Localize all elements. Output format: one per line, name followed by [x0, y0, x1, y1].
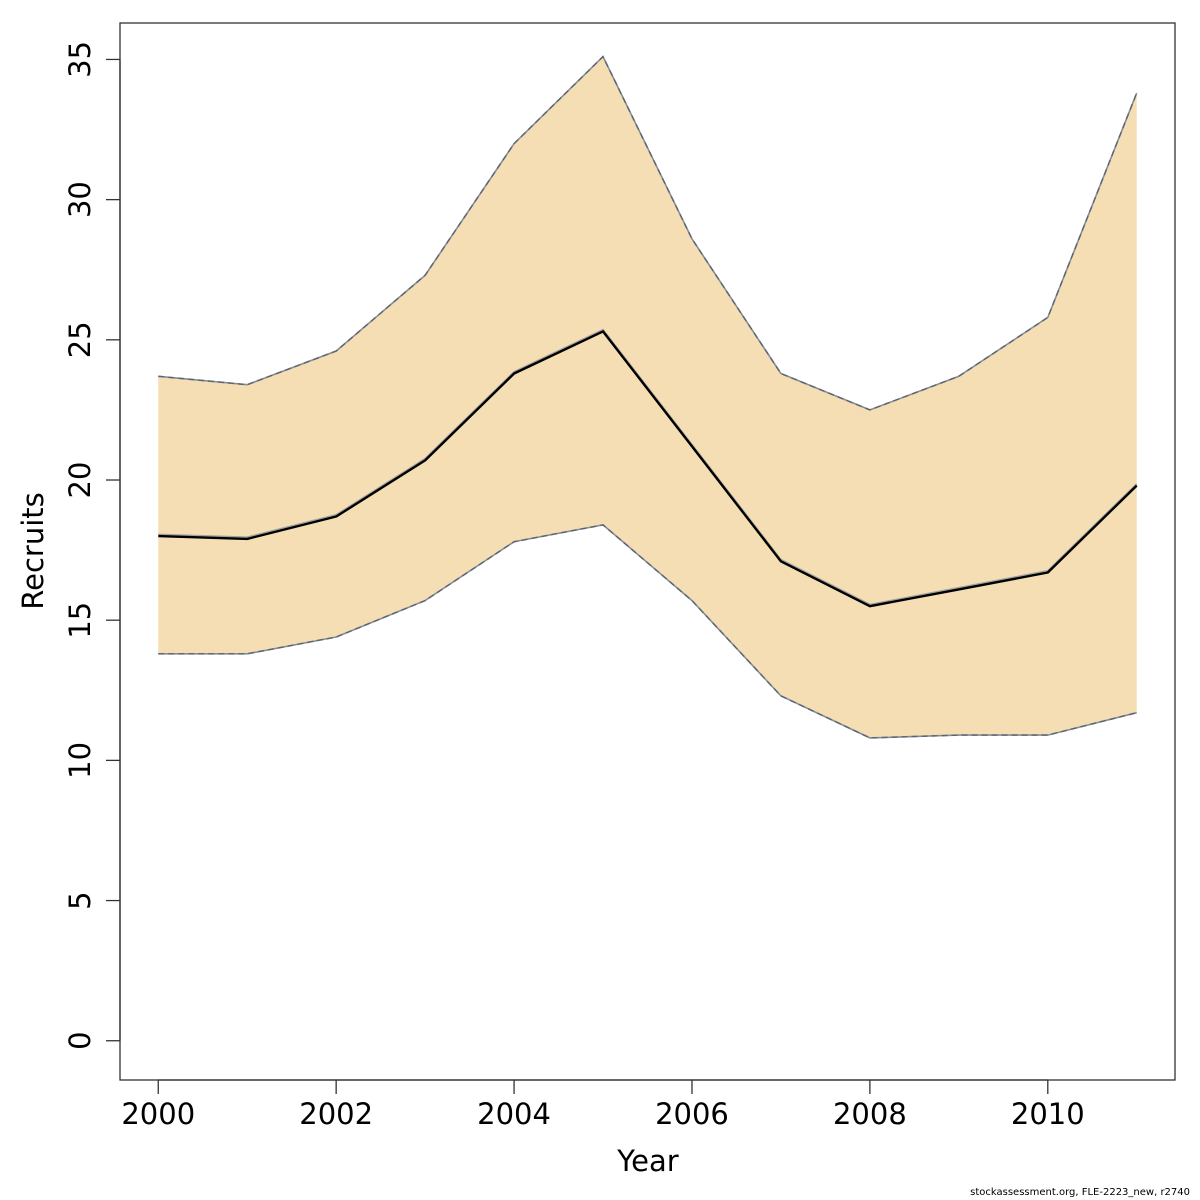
x-axis-title: Year: [616, 1144, 678, 1178]
confidence-band-area: [158, 56, 1137, 738]
confidence-band: [158, 56, 1137, 738]
y-tick-label-15: 15: [63, 602, 97, 639]
upper-bound-line: [158, 55, 1138, 411]
x-tick-label-2006: 2006: [655, 1097, 729, 1131]
x-tick-label-2010: 2010: [1011, 1097, 1085, 1131]
y-tick-label-10: 10: [63, 742, 97, 779]
series-lines: [158, 55, 1138, 739]
x-tick-label-2008: 2008: [833, 1097, 907, 1131]
y-tick-label-30: 30: [63, 181, 97, 218]
y-axis-title: Recruits: [16, 492, 50, 609]
y-axis: 0 5 10 15 20 25 30 35: [63, 41, 121, 1050]
estimate-line: [158, 330, 1138, 608]
y-tick-label-25: 25: [63, 321, 97, 358]
x-axis: 2000 2002 2004 2006 2008 2010: [121, 1079, 1085, 1131]
x-tick-label-2000: 2000: [121, 1097, 195, 1131]
y-tick-label-5: 5: [63, 891, 97, 909]
y-tick-label-35: 35: [63, 41, 97, 78]
x-tick-label-2002: 2002: [299, 1097, 373, 1131]
y-tick-label-20: 20: [63, 462, 97, 499]
credit-text: stockassessment.org, FLE-2223_new, r2740: [970, 1187, 1190, 1198]
lower-bound-line: [158, 524, 1137, 739]
x-tick-label-2004: 2004: [477, 1097, 551, 1131]
y-tick-label-0: 0: [63, 1031, 97, 1049]
